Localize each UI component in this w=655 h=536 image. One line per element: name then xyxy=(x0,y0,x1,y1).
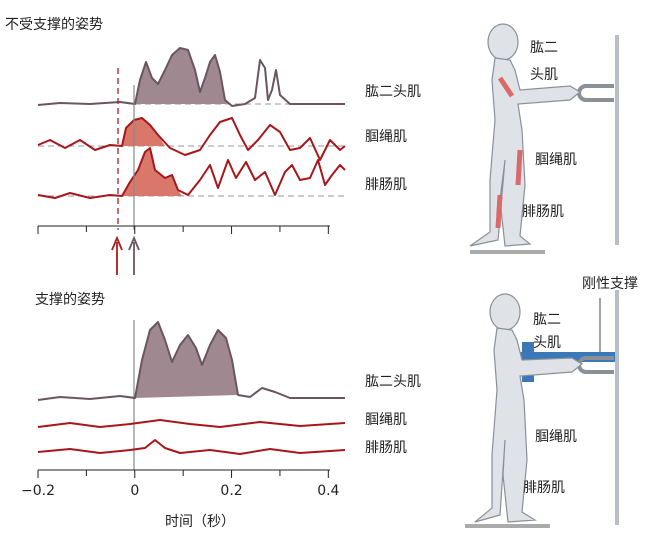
arrow xyxy=(128,235,140,275)
handle xyxy=(577,84,614,102)
emg-trace xyxy=(37,47,345,107)
tick-label: −0.2 xyxy=(21,483,55,499)
tick-label: 0 xyxy=(130,483,139,499)
muscle-label: 腘绳肌 xyxy=(535,152,577,168)
muscle-label: 腘绳肌 xyxy=(535,429,577,445)
burst-fill xyxy=(122,118,165,146)
person xyxy=(465,293,584,528)
emg-trace xyxy=(37,419,346,428)
axis xyxy=(37,225,330,234)
emg-trace xyxy=(37,147,346,199)
tick-label: 0.2 xyxy=(220,483,242,499)
burst-fill xyxy=(135,48,228,104)
emg-trace xyxy=(37,117,346,161)
muscle-label: 腓肠肌 xyxy=(523,480,565,496)
burst-fill xyxy=(122,148,182,196)
panel-title: 不受支撑的姿势 xyxy=(5,17,103,33)
panel-title: 支撑的姿势 xyxy=(35,292,105,308)
axis-label: 时间（秒） xyxy=(165,514,235,530)
trace-label: 腓肠肌 xyxy=(365,177,407,193)
muscle-label: 头肌 xyxy=(530,67,558,83)
emg-trace xyxy=(37,439,346,455)
tick-label: 0.4 xyxy=(317,483,339,499)
person xyxy=(469,23,582,254)
muscle-label: 肱二 xyxy=(530,40,558,56)
trace-label: 肱二头肌 xyxy=(365,374,421,390)
muscle-label: 肱二 xyxy=(533,312,561,328)
emg-trace xyxy=(37,321,345,401)
muscle-label: 腓肠肌 xyxy=(522,204,564,220)
trace-label: 腘绳肌 xyxy=(365,412,407,428)
trace-label: 肱二头肌 xyxy=(365,84,421,100)
muscle-label: 头肌 xyxy=(533,335,561,351)
axis: −0.2 0 0.2 0.4 xyxy=(21,469,340,499)
trace-label: 腓肠肌 xyxy=(365,440,407,456)
support-label: 刚性支撑 xyxy=(582,276,638,292)
arrow xyxy=(111,235,123,275)
rigid-support xyxy=(520,352,615,362)
trace-label: 腘绳肌 xyxy=(365,129,407,145)
